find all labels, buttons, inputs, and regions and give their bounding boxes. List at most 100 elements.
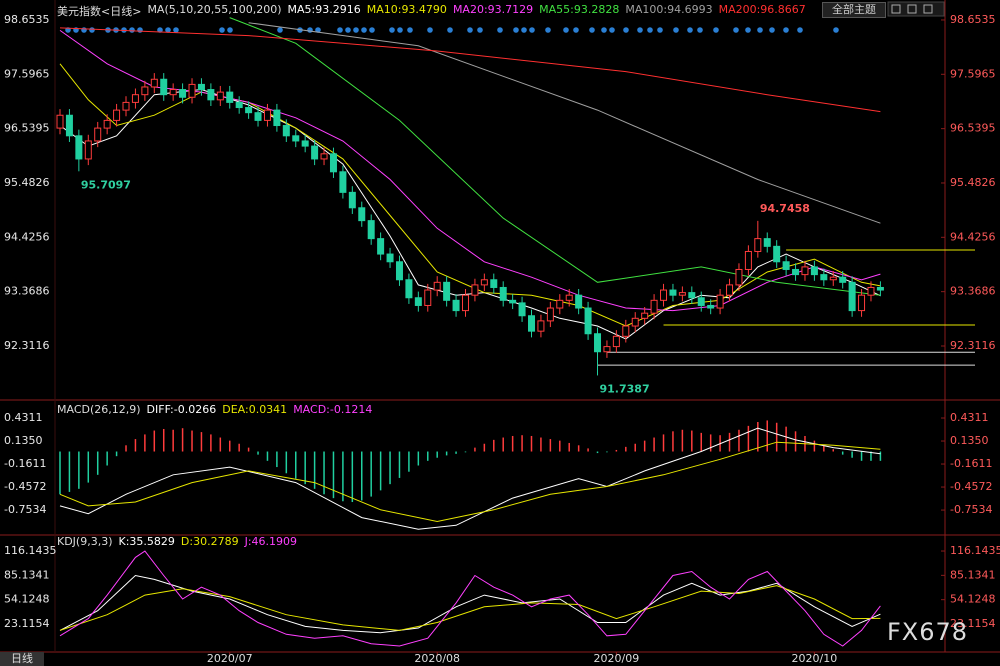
toolbar-icon xyxy=(891,4,901,14)
candle-body xyxy=(395,261,403,281)
candle-body xyxy=(235,101,243,109)
y-tick-label-right: -0.1611 xyxy=(950,457,992,470)
y-tick-label-left: 94.4256 xyxy=(4,230,50,243)
legend-item: MA10:93.4790 xyxy=(366,3,447,16)
y-tick-label-right: 98.6535 xyxy=(950,13,996,26)
y-tick-label-right: 23.1154 xyxy=(950,617,996,630)
extreme-label: 91.7387 xyxy=(600,382,650,395)
candle-body xyxy=(584,307,592,335)
candle-body xyxy=(226,91,234,103)
candle-body xyxy=(810,266,818,276)
candle-body xyxy=(744,250,752,270)
candle-body xyxy=(141,86,149,96)
indicator-line xyxy=(59,550,881,647)
candle-body xyxy=(386,253,394,263)
candle-body xyxy=(631,317,639,327)
candle-body xyxy=(282,125,290,137)
watermark: FX678 xyxy=(887,618,969,646)
candle-body xyxy=(414,297,422,306)
signal-dot xyxy=(389,27,395,33)
signal-dot xyxy=(89,27,95,33)
y-tick-label-right: 95.4826 xyxy=(950,176,996,189)
toolbar-icon xyxy=(923,4,933,14)
candle-body xyxy=(339,171,347,193)
theme-button[interactable]: 全部主题 xyxy=(822,2,886,18)
y-tick-label-right: 85.1341 xyxy=(950,568,996,581)
y-tick-label-left: 98.6535 xyxy=(4,13,50,26)
candle-body xyxy=(169,89,177,96)
signal-dot xyxy=(563,27,569,33)
signal-dot xyxy=(353,27,359,33)
signal-dot xyxy=(447,27,453,33)
candle-body xyxy=(660,289,668,301)
y-tick-label-left: 96.5395 xyxy=(4,122,50,135)
indicator-line xyxy=(59,27,881,113)
y-tick-label-right: 93.3686 xyxy=(950,285,996,298)
candle-body xyxy=(546,307,554,322)
signal-dot xyxy=(227,27,233,33)
legend-item: DEA:0.0341 xyxy=(222,403,288,416)
y-tick-label-right: 92.3116 xyxy=(950,339,996,352)
extreme-label: 94.7458 xyxy=(760,202,810,215)
y-tick-label-right: 116.1435 xyxy=(950,544,1000,557)
candle-body xyxy=(433,281,441,291)
candle-body xyxy=(207,89,215,101)
candle-body xyxy=(160,78,168,96)
signal-dot xyxy=(173,27,179,33)
candle-body xyxy=(754,238,762,252)
signal-dot xyxy=(545,27,551,33)
signal-dot xyxy=(467,27,473,33)
candle-body xyxy=(452,299,460,312)
signal-dot xyxy=(157,27,163,33)
signal-dot xyxy=(797,27,803,33)
candle-body xyxy=(65,114,73,137)
candle-body xyxy=(641,312,649,319)
signal-dot xyxy=(337,27,343,33)
signal-dot xyxy=(361,27,367,33)
candle-body xyxy=(320,153,328,160)
y-tick-label-right: 96.5395 xyxy=(950,122,996,135)
y-tick-label-left: 23.1154 xyxy=(4,617,50,630)
y-tick-label-right: 54.1248 xyxy=(950,593,996,606)
signal-dot xyxy=(307,27,313,33)
signal-dot xyxy=(783,27,789,33)
y-tick-label-right: 94.4256 xyxy=(950,230,996,243)
signal-dot xyxy=(165,27,171,33)
period-tab[interactable]: 日线 xyxy=(0,652,44,666)
signal-dot xyxy=(477,27,483,33)
candle-body xyxy=(829,276,837,281)
candle-body xyxy=(103,119,111,129)
candle-body xyxy=(188,83,196,98)
candle-body xyxy=(348,191,356,209)
legend-subtitle: MA(5,10,20,55,100,200) xyxy=(147,3,282,16)
candle-body xyxy=(197,83,205,91)
indicator-line xyxy=(59,63,881,327)
candle-body xyxy=(245,107,253,114)
y-tick-label-left: -0.4572 xyxy=(4,480,46,493)
candle-body xyxy=(792,268,800,276)
indicator-line xyxy=(248,22,881,224)
signal-dot xyxy=(673,27,679,33)
signal-dot xyxy=(647,27,653,33)
candle-body xyxy=(490,279,498,288)
legend-item: MA55:93.2828 xyxy=(539,3,620,16)
signal-dot xyxy=(81,27,87,33)
y-tick-label-left: 116.1435 xyxy=(4,544,57,557)
legend-item: MA200:96.8667 xyxy=(718,3,806,16)
signal-dot xyxy=(121,27,127,33)
candle-body xyxy=(669,289,677,296)
signal-dot xyxy=(521,27,527,33)
y-tick-label-right: 97.5965 xyxy=(950,67,996,80)
candle-body xyxy=(575,294,583,309)
signal-dot xyxy=(687,27,693,33)
legend-item: K:35.5829 xyxy=(118,535,175,548)
signal-dot xyxy=(657,27,663,33)
candle-body xyxy=(707,304,715,309)
y-tick-label-left: 54.1248 xyxy=(4,593,50,606)
x-tick-label: 2020/08 xyxy=(414,652,460,665)
candle-body xyxy=(499,286,507,301)
legend-item: MA5:93.2916 xyxy=(287,3,361,16)
candle-body xyxy=(150,78,158,88)
